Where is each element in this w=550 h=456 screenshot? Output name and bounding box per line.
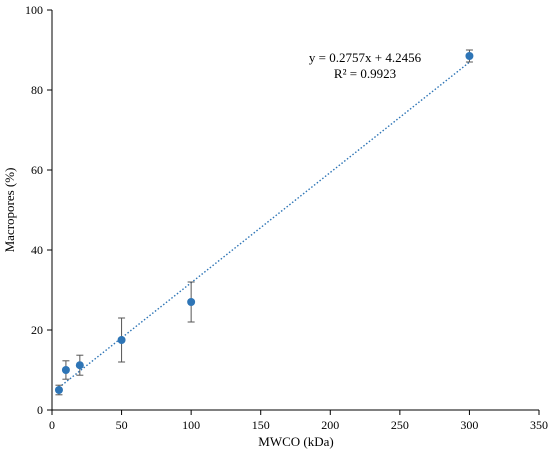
data-point: [75, 361, 84, 370]
trendline-equation: y = 0.2757x + 4.2456: [309, 50, 422, 65]
data-point: [117, 336, 126, 344]
y-tick-label: 20: [31, 323, 43, 337]
x-axis-ticks: 0 50 100 150 200 250 300 350: [49, 410, 548, 432]
x-axis-title: MWCO (kDa): [258, 434, 333, 449]
y-tick-label: 60: [31, 163, 43, 177]
error-bars: [55, 49, 473, 396]
axes: [51, 10, 539, 411]
data-point: [61, 366, 70, 374]
x-tick-label: 350: [530, 418, 548, 432]
r-squared-label: R² = 0.9923: [334, 66, 396, 81]
x-tick-label: 150: [252, 418, 270, 432]
data-points: [54, 52, 474, 394]
y-tick-label: 40: [31, 243, 43, 257]
data-point: [465, 52, 474, 60]
x-tick-label: 250: [391, 418, 409, 432]
y-tick-label: 0: [37, 403, 43, 417]
x-tick-label: 0: [49, 418, 55, 432]
data-point: [54, 386, 63, 394]
x-tick-label: 100: [182, 418, 200, 432]
x-tick-label: 50: [116, 418, 128, 432]
y-axis-ticks: 0 20 40 60 80 100: [25, 3, 52, 417]
y-tick-label: 100: [25, 3, 43, 17]
x-tick-label: 300: [460, 418, 478, 432]
y-axis-title: Macropores (%): [2, 168, 17, 253]
y-tick-label: 80: [31, 83, 43, 97]
data-point: [187, 298, 196, 306]
x-tick-label: 200: [321, 418, 339, 432]
